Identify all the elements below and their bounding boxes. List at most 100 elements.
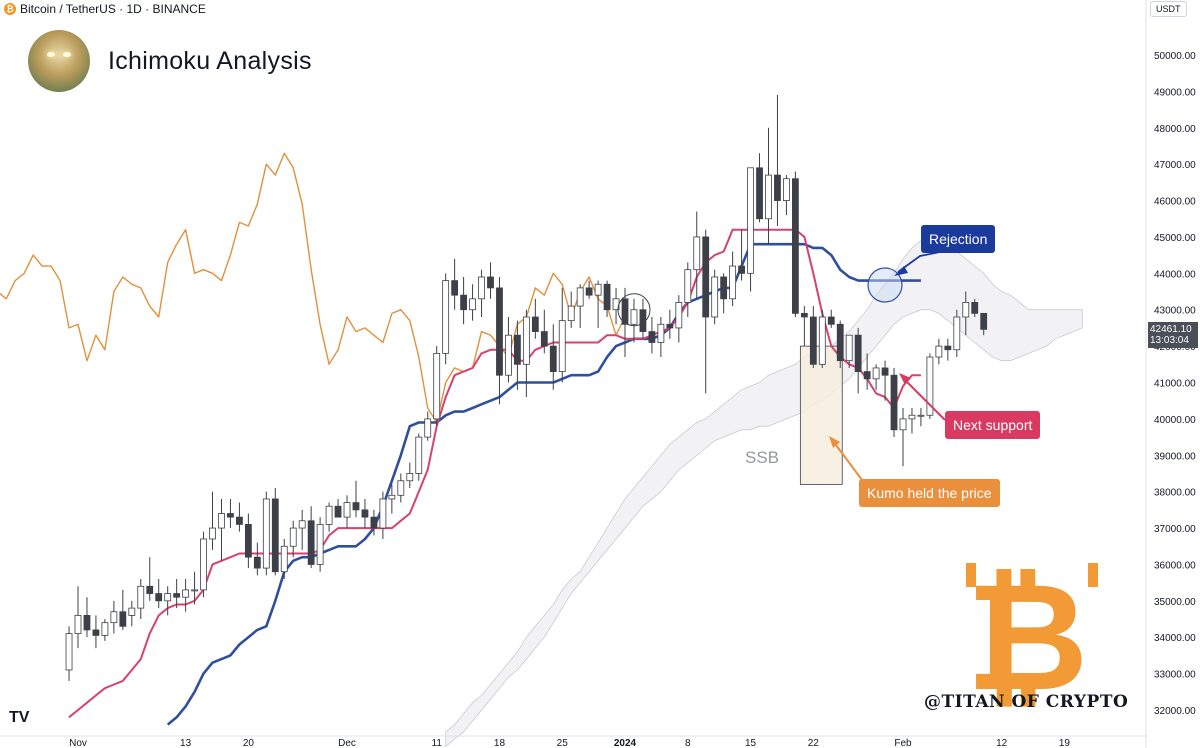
candle-body: [74, 614, 82, 634]
candle-body: [101, 622, 109, 636]
candle-body: [962, 302, 970, 318]
price-tick-label: 32000.00: [1154, 706, 1196, 717]
time-axis[interactable]: Nov 13 20 Dec 11 18 25 2024 8 15 22 Feb 12 19: [0, 735, 1146, 748]
price-tick-label: 43000.00: [1154, 306, 1196, 317]
candle-body: [666, 323, 674, 329]
candle-body: [236, 516, 243, 525]
candle-body: [953, 316, 961, 351]
candle-body: [343, 502, 351, 518]
candle-body: [603, 283, 611, 311]
time-tick-label: 8: [685, 738, 691, 748]
candle-body: [836, 323, 844, 362]
symbol-header[interactable]: ₿ Bitcoin / TetherUS · 1D · BINANCE: [4, 2, 206, 16]
candle-body: [944, 345, 952, 351]
candle-body: [65, 633, 73, 671]
avatar-eye-icon: [47, 52, 55, 57]
price-tick-label: 39000.00: [1154, 451, 1196, 462]
candle-body: [119, 611, 127, 627]
candle-body: [872, 367, 880, 380]
candle-body: [576, 287, 584, 307]
candle-body: [406, 473, 414, 482]
price-axis[interactable]: 32000.00 33000.00 34000.00 35000.00 36000.00…: [1145, 0, 1200, 748]
candle-body: [460, 294, 467, 311]
candle-body: [980, 312, 988, 330]
candle-body: [540, 331, 548, 347]
last-price-tag: 42461.10 13:03:04: [1148, 322, 1198, 348]
candle-body: [173, 593, 181, 598]
candle-body: [388, 494, 396, 500]
rejection-arrow-head: [894, 266, 908, 276]
time-tick-label: 11: [432, 738, 443, 748]
candle-body: [648, 331, 656, 343]
candle-body: [765, 174, 772, 220]
brand: Ichimoku Analysis: [28, 30, 312, 92]
candle-body: [209, 527, 216, 540]
candle-body: [531, 316, 539, 332]
candle-body: [271, 498, 279, 573]
candle-body: [325, 505, 333, 525]
kumo-held-rect: [799, 345, 843, 485]
candle-body: [738, 265, 745, 274]
candle-body: [352, 502, 360, 511]
price-tick-label: 48000.00: [1154, 124, 1196, 135]
price-axis-bg: [1146, 0, 1200, 748]
candle-body: [675, 302, 683, 329]
tradingview-logo-icon[interactable]: TV: [9, 709, 30, 726]
candle-body: [200, 538, 207, 591]
indicator-lines: [0, 152, 921, 726]
time-tick-label: 2024: [614, 738, 637, 748]
candle-body: [684, 269, 692, 303]
candle-body: [702, 236, 710, 318]
ssb-label: SSB: [745, 448, 780, 467]
price-tick-label: 36000.00: [1154, 560, 1196, 571]
kumo-held-arrow: [832, 440, 863, 481]
candle-body: [711, 276, 719, 318]
price-tick-label: 46000.00: [1154, 197, 1196, 208]
candle-body: [818, 316, 826, 365]
candle-body: [908, 414, 916, 420]
candle-body: [800, 312, 808, 318]
time-tick-label: 12: [996, 738, 1008, 748]
candle-body: [693, 236, 701, 271]
rejection-arrow: [897, 251, 941, 273]
candle-body: [469, 298, 476, 311]
touch-circle: [617, 293, 651, 327]
time-tick-label: 19: [1059, 738, 1071, 748]
candle-body: [92, 629, 100, 636]
kumo-cloud: [445, 236, 1083, 748]
candle-body: [890, 374, 898, 431]
next-support-arrow-head: [899, 373, 911, 385]
candle-body: [657, 323, 665, 343]
currency-unit-button[interactable]: USDT: [1150, 1, 1187, 17]
candle-body: [280, 545, 288, 573]
candle-body: [899, 418, 907, 431]
bitcoin-logo-icon: ₿: [966, 551, 1099, 725]
price-tick-label: 35000.00: [1154, 597, 1196, 608]
candle-body: [917, 414, 925, 417]
candle-body: [379, 498, 387, 529]
candle-body: [496, 287, 503, 376]
price-tick-label: 34000.00: [1154, 633, 1196, 644]
price-tick-label: 37000.00: [1154, 524, 1196, 535]
candle-body: [146, 585, 154, 594]
rejection-circle: [867, 267, 903, 303]
rejection-callout: Rejection: [921, 225, 996, 253]
time-tick-label: 20: [243, 738, 255, 748]
candle-body: [227, 513, 234, 518]
candle-body: [863, 371, 871, 380]
candle-body: [756, 167, 763, 220]
candle-body: [558, 320, 566, 372]
candle-body: [244, 524, 252, 558]
candle-body: [191, 589, 198, 592]
candle-body: [926, 356, 934, 416]
candlesticks: [65, 95, 988, 681]
time-tick-label: 22: [808, 738, 820, 748]
candle-body: [128, 607, 136, 616]
candle-body: [424, 418, 432, 438]
candle-body: [83, 614, 91, 631]
candle-body: [845, 334, 853, 362]
candle-body: [289, 527, 297, 547]
candle-body: [451, 280, 459, 296]
candle-body: [621, 298, 629, 325]
